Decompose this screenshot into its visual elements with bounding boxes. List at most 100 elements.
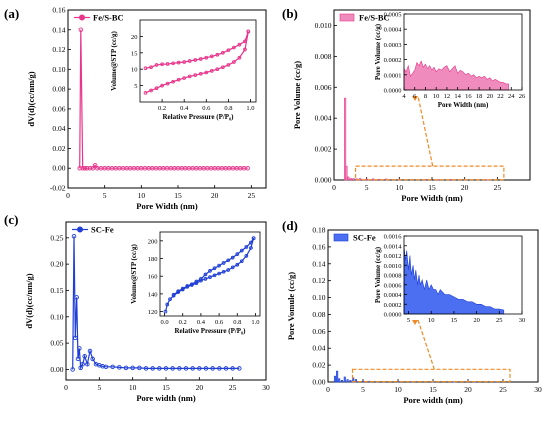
inset-background [140, 20, 256, 102]
chart-a-inset-desorption-point [193, 58, 198, 62]
chart-a-inset-adsorption-point [165, 81, 170, 86]
chart-d-bar [336, 370, 339, 383]
chart-c-legend-marker [77, 226, 83, 233]
chart-c-xtick-label: 0 [64, 383, 68, 392]
chart-a-inset: 0.2 0.4 0.6 0.8 1.0 5 10 15 20 Relative Pressure … [110, 19, 257, 121]
chart-c-point [110, 364, 115, 370]
panel-label-b: (b) [282, 6, 298, 21]
chart-a-inset-adsorption-point [232, 60, 236, 64]
chart-b-bar [344, 97, 347, 181]
chart-c-point [130, 365, 135, 371]
chart-a-point [84, 165, 90, 171]
chart-b-ytick-label: 0.000 [315, 176, 332, 185]
chart-b-inset-xtick-label: 20 [487, 93, 494, 100]
chart-c-inset-desorption-point [203, 272, 208, 277]
chart-d-inset-ytick-label: 0.0014 [384, 243, 403, 250]
chart-d-legend-swatch [333, 233, 349, 242]
chart-a-frame [67, 9, 267, 189]
chart-b-ytick-label: 0.004 [315, 114, 332, 123]
chart-d-xtick-label: 5 [361, 385, 365, 394]
chart-c-inset-desorption-point [185, 284, 190, 288]
chart-b-legend-swatch [339, 13, 355, 22]
chart-d-ytick-label: 0.02 [312, 361, 325, 370]
chart-c-point [190, 366, 195, 371]
chart-d-xlabel: Pore width (nm) [403, 395, 463, 405]
chart-a-inset-adsorption-point [171, 79, 175, 84]
chart-c-point [183, 366, 189, 371]
chart-b-inset-xtick-label: 8 [424, 93, 427, 100]
chart-a-xtick-label: 20 [211, 191, 219, 200]
chart-a-inset-desorption-point [149, 65, 153, 70]
chart-c-point [117, 365, 122, 370]
chart-d-ylabel: Pore Vomule (cc/g) [286, 272, 296, 340]
chart-a-inset-xtick-label: 1.0 [246, 105, 254, 112]
chart-c-point [210, 366, 215, 371]
chart-d-inset-xtick-label: 10 [428, 317, 435, 324]
chart-a-inset-desorption-point [160, 62, 164, 67]
zoom-arrowhead [412, 320, 418, 325]
chart-a: 0 5 10 15 20 25 -0.02 0.00 0.02 0.04 0.06 0.08 0.10 0… [26, 6, 267, 211]
chart-c-point [143, 366, 149, 371]
chart-c-point [223, 366, 229, 371]
chart-b-inset-xtick-label: 14 [454, 93, 461, 100]
chart-c-point [157, 366, 162, 371]
chart-c-inset-adsorption-point [230, 265, 235, 270]
chart-c-point [75, 356, 81, 362]
chart-a-inset-desorption-point [182, 60, 187, 64]
chart-a-point [77, 165, 82, 171]
chart-c-inset-xtick-label: 0.8 [233, 319, 241, 326]
chart-b-ytick-label: 0.008 [315, 52, 332, 61]
chart-d-inset-xtick-label: 15 [451, 317, 458, 324]
chart-c-xtick-label: 15 [162, 383, 170, 392]
chart-c-point [78, 365, 83, 371]
chart-c-inset-adsorption-point [235, 262, 240, 267]
chart-a-inset-desorption-point [176, 60, 181, 65]
chart-d-inset-ytick-label: 0.0012 [384, 253, 402, 260]
chart-d-ytick-label: 0.12 [312, 276, 325, 285]
chart-a-point [90, 165, 96, 171]
chart-d-inset-ytick-label: 0.0008 [384, 273, 402, 280]
chart-a-xtick-label: 10 [138, 191, 146, 200]
chart-b: 0 5 10 15 20 25 0.000 0.002 0.004 0.006 0.008 0.010… [292, 9, 531, 203]
zoom-box [351, 368, 511, 383]
chart-a-xtick-label: 0 [66, 191, 70, 200]
chart-d-ytick-label: 0.14 [312, 259, 325, 268]
chart-c-inset-adsorption-point [168, 297, 172, 302]
chart-a-inset-adsorption-point [160, 83, 164, 88]
chart-a-ytick-label: 0.16 [52, 6, 65, 15]
chart-c-ytick-label: 0.25 [50, 233, 63, 242]
chart-a-ytick-label: -0.02 [50, 184, 66, 193]
chart-b-inset-xtick-label: 10 [433, 93, 440, 100]
chart-d-xtick-label: 10 [394, 385, 402, 394]
chart-c-ytick-label: 0.10 [50, 312, 63, 321]
chart-c-inset-xtick-label: 0.2 [179, 319, 187, 326]
chart-b-inset-xtick-label: 4 [402, 93, 406, 100]
chart-b-bar [372, 178, 375, 181]
chart-a-inset-desorption-point [237, 42, 242, 47]
chart-c-inset-xtick-label: 0.6 [215, 319, 224, 326]
chart-a-inset-xtick-label: 0.2 [158, 105, 166, 112]
chart-a-inset-adsorption-point [237, 55, 242, 60]
chart-c-xtick-label: 30 [262, 383, 270, 392]
chart-c-inset: 0.0 0.2 0.4 0.6 0.8 1.0 120 140 160 180 200 Relativ… [130, 231, 261, 335]
chart-c-inset-desorption-point [189, 282, 194, 287]
chart-d-xtick-label: 0 [326, 385, 330, 394]
chart-c-inset-desorption-line [173, 237, 255, 296]
chart-c-inset-adsorption-point [249, 246, 253, 250]
chart-c-xtick-label: 5 [97, 383, 101, 392]
chart-c-inset-xtick-label: 0.0 [160, 319, 168, 326]
chart-b-inset-ytick-label: 0.0005 [384, 12, 402, 19]
chart-d-ytick-label: 0.06 [312, 327, 325, 336]
chart-c: 0 5 10 15 20 25 30 0.00 0.05 0.10 0.15 0.20 0.25 Pore… [24, 221, 270, 403]
panel-label-a: (a) [4, 6, 19, 21]
chart-c-point [170, 366, 175, 371]
chart-b-xtick-label: 20 [461, 183, 469, 192]
zoom-arrow [417, 95, 434, 167]
chart-a-xtick-label: 25 [248, 191, 256, 200]
chart-b-legend-label: Fe/S-BC [359, 13, 390, 23]
chart-d-inset: 5 10 15 20 25 30 0.0000 0.0002 0.0004 0.0006 0.000… [374, 234, 525, 325]
chart-c-point [103, 364, 109, 370]
chart-b-inset-ytick-label: 0.0004 [384, 27, 403, 34]
chart-c-inset-adsorption-point [203, 277, 208, 281]
chart-d-bar [361, 380, 365, 383]
